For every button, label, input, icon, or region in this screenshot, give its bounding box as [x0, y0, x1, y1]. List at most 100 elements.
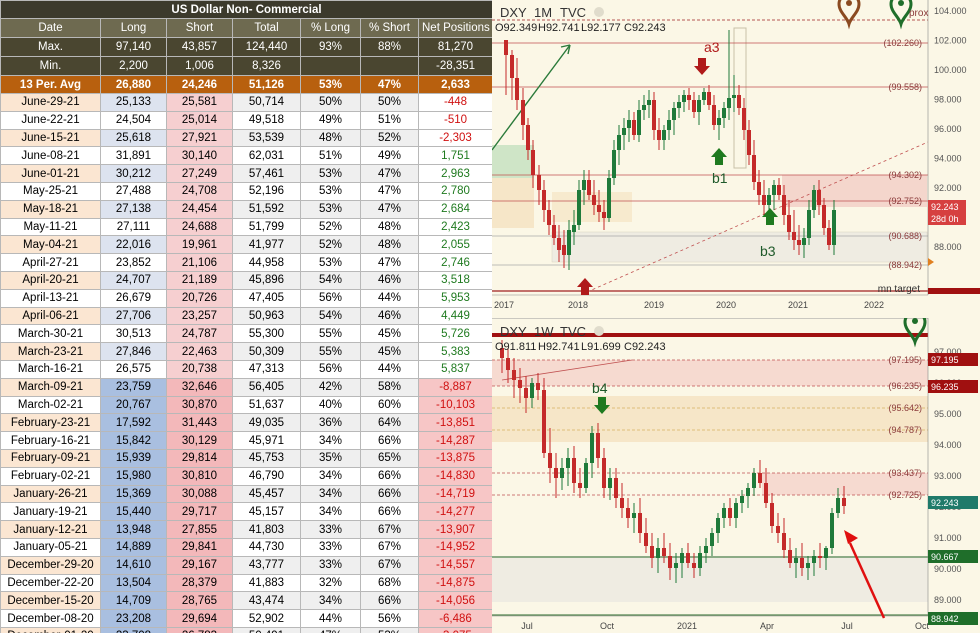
weekly-chart[interactable]: (97.195) (96.235) (95.642) (94.787) (93.437)…: [492, 318, 980, 633]
candle-body: [572, 225, 576, 232]
row-pct-short: 45%: [360, 324, 419, 344]
candle-body: [526, 125, 530, 150]
row-long: 14,610: [100, 555, 167, 575]
row-short: 28,379: [166, 573, 233, 593]
candle-body: [552, 225, 556, 238]
candle-body: [662, 548, 666, 556]
candle-body: [537, 175, 541, 190]
candle-body: [712, 105, 716, 125]
row-date: February-16-21: [0, 431, 101, 450]
row-short: 27,921: [166, 128, 233, 148]
monthly-chart[interactable]: (102.260) (99.558) (94.302) (92.752) (90.688…: [492, 0, 980, 318]
row-pct-long: 55%: [300, 324, 361, 344]
cot-table: US Dollar Non- Commercial Date Long Shor…: [0, 0, 492, 633]
candle-body: [567, 230, 571, 255]
table-row: January-05-21 14,889 29,841 44,730 33% 67% -14…: [0, 537, 492, 557]
row-pct-long: 47%: [300, 626, 361, 633]
row-total: 44,730: [232, 537, 301, 557]
row-long: 17,592: [100, 413, 167, 433]
row-total: 45,753: [232, 448, 301, 468]
candle-body: [792, 232, 796, 240]
row-long: 13,948: [100, 520, 167, 539]
row-total: 51,637: [232, 395, 301, 415]
row-date: December-08-20: [0, 609, 101, 628]
row-net: -14,875: [418, 573, 492, 593]
candle-body: [622, 128, 626, 135]
header-net: Net Positions: [418, 18, 492, 38]
candle-body: [500, 348, 504, 358]
level-label: (97.195): [888, 355, 922, 365]
row-pct-short: 47%: [360, 199, 419, 219]
candle-body: [530, 383, 534, 398]
candle-body: [647, 100, 651, 105]
target-tag: [928, 288, 980, 294]
row-net: -3,075: [418, 626, 492, 633]
row-net: -14,557: [418, 555, 492, 575]
price-tag-current: 92.243: [931, 202, 959, 212]
row-total: 50,963: [232, 306, 301, 326]
header-long: Long: [100, 18, 167, 38]
row-date: February-23-21: [0, 413, 101, 433]
price-tag-90: 90.667: [931, 552, 959, 562]
row-pct-long: 44%: [300, 609, 361, 628]
candle-body: [627, 120, 631, 128]
candle-body: [524, 388, 528, 398]
row-pct-short: 47%: [360, 181, 419, 201]
candle-body: [772, 185, 776, 195]
candle-body: [531, 150, 535, 175]
row-pct-short: 66%: [360, 591, 419, 611]
ohlc-close: C92.243: [624, 22, 666, 34]
max-pct-short: 88%: [360, 37, 419, 57]
row-long: 23,852: [100, 253, 167, 272]
row-short: 24,454: [166, 199, 233, 219]
row-pct-short: 44%: [360, 288, 419, 308]
row-date: December-15-20: [0, 591, 101, 611]
row-net: -13,907: [418, 520, 492, 539]
row-pct-long: 52%: [300, 235, 361, 255]
row-date: March-16-21: [0, 359, 101, 379]
candle-body: [548, 453, 552, 468]
row-net: -14,277: [418, 502, 492, 522]
row-date: May-04-21: [0, 235, 101, 255]
candle-body: [802, 238, 806, 245]
candle-body: [788, 550, 792, 563]
max-label: Max.: [0, 37, 101, 57]
row-net: -2,303: [418, 128, 492, 148]
price-tick: 90.000: [934, 564, 962, 574]
level-label: (96.235): [888, 381, 922, 391]
row-pct-short: 66%: [360, 502, 419, 522]
row-net: 2,684: [418, 199, 492, 219]
row-long: 15,980: [100, 466, 167, 486]
row-pct-short: 65%: [360, 448, 419, 468]
candle-body: [608, 478, 612, 488]
green-up-arrow-icon: [762, 208, 778, 225]
row-total: 46,790: [232, 466, 301, 486]
candle-body: [827, 228, 831, 245]
row-long: 14,889: [100, 537, 167, 557]
candle-body: [782, 533, 786, 550]
ohlc-close: C92.243: [624, 341, 666, 353]
candle-body: [612, 150, 616, 178]
green-down-arrow-icon: [594, 397, 610, 414]
row-long: 24,707: [100, 270, 167, 290]
row-date: April-27-21: [0, 253, 101, 272]
row-date: May-18-21: [0, 199, 101, 219]
row-date: June-22-21: [0, 110, 101, 130]
avg-long: 26,880: [100, 75, 167, 94]
candle-body: [652, 100, 656, 130]
time-tick: 2017: [494, 300, 514, 310]
candle-body: [518, 380, 522, 388]
range-zone-weekly: [492, 556, 928, 602]
max-row: Max. 97,140 43,857 124,440 93% 88% 81,27…: [0, 37, 492, 57]
table-row: December-29-20 14,610 29,167 43,777 33% 67% -1…: [0, 555, 492, 575]
table-row: June-29-21 25,133 25,581 50,714 50% 50% -448: [0, 93, 492, 112]
row-long: 15,939: [100, 448, 167, 468]
candle-body: [656, 548, 660, 558]
upper-level-bar: [492, 333, 928, 337]
row-date: March-09-21: [0, 377, 101, 397]
row-net: 4,449: [418, 306, 492, 326]
candle-body: [602, 458, 606, 488]
row-pct-short: 58%: [360, 377, 419, 397]
row-long: 20,767: [100, 395, 167, 415]
row-total: 44,958: [232, 253, 301, 272]
